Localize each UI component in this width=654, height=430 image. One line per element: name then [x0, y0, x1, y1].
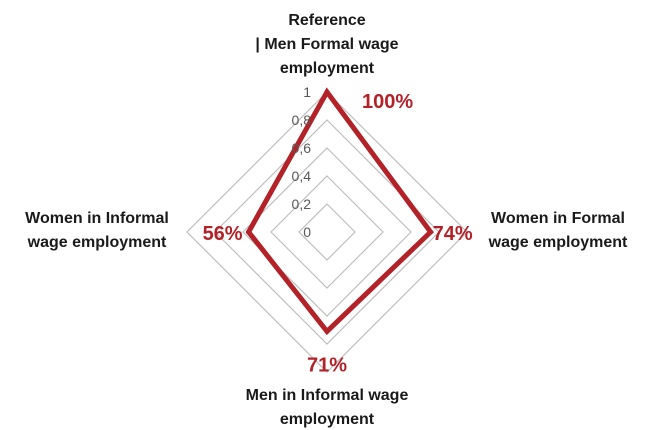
axis-title-line: employment [280, 60, 375, 77]
axis-title-line: Reference [288, 12, 365, 29]
data-label: 100% [362, 91, 413, 113]
data-point [324, 328, 330, 334]
data-point [428, 229, 434, 235]
tick-label: 0,8 [292, 112, 312, 128]
axis-title-line: | Men Formal wage [255, 36, 398, 53]
data-point [324, 89, 330, 95]
tick-label: 0,4 [292, 168, 312, 184]
grid-ring [186, 91, 468, 373]
axis-title-line: wage employment [27, 234, 167, 251]
axis-title: Women in Informal wage employment [25, 210, 169, 251]
grid-ring [298, 203, 356, 261]
tick-label: 1 [303, 84, 311, 100]
axis-title-line: employment [280, 411, 375, 428]
axis-title: Men in Informal wage employment [246, 387, 409, 428]
axis-title: Women in Formal wage employment [488, 210, 628, 251]
grid-ring [242, 147, 412, 317]
tick-label: 0,6 [292, 140, 312, 156]
tick-label: 0 [303, 224, 311, 240]
tick-label: 0,2 [292, 196, 312, 212]
axis-title-line: Men in Informal wage [246, 387, 409, 404]
data-label: 71% [307, 354, 347, 376]
axis-title-line: Women in Formal [491, 210, 625, 227]
data-point [246, 229, 252, 235]
axis-title-line: Women in Informal [25, 210, 169, 227]
axis-title-line: wage employment [488, 234, 628, 251]
axis-title: Reference | Men Formal wage employment [255, 12, 398, 77]
data-label: 56% [203, 223, 243, 245]
grid-ring [270, 175, 384, 289]
data-label: 74% [433, 223, 473, 245]
